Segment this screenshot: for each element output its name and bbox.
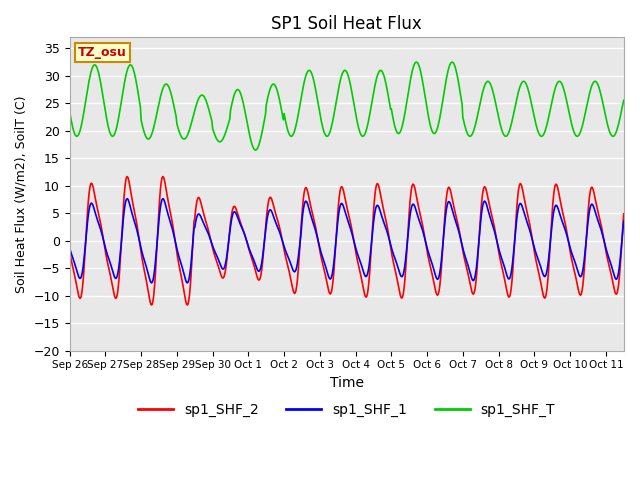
Legend: sp1_SHF_2, sp1_SHF_1, sp1_SHF_T: sp1_SHF_2, sp1_SHF_1, sp1_SHF_T xyxy=(132,397,561,422)
sp1_SHF_T xyxy=(595,85,603,91)
sp1_SHF_1 xyxy=(595,221,603,227)
X-axis label: Time: Time xyxy=(330,376,364,390)
sp1_SHF_1 xyxy=(123,196,131,202)
sp1_SHF_T xyxy=(346,82,354,87)
Line: sp1_SHF_2: sp1_SHF_2 xyxy=(70,177,624,305)
sp1_SHF_T xyxy=(252,147,260,153)
sp1_SHF_1 xyxy=(184,280,191,286)
sp1_SHF_1 xyxy=(620,218,628,224)
sp1_SHF_2 xyxy=(236,217,243,223)
sp1_SHF_2 xyxy=(620,211,628,216)
sp1_SHF_2 xyxy=(123,174,131,180)
sp1_SHF_1 xyxy=(188,252,196,258)
Text: TZ_osu: TZ_osu xyxy=(78,46,127,59)
sp1_SHF_T xyxy=(66,109,74,115)
sp1_SHF_1 xyxy=(236,219,243,225)
sp1_SHF_2 xyxy=(348,223,355,228)
Title: SP1 Soil Heat Flux: SP1 Soil Heat Flux xyxy=(271,15,422,33)
sp1_SHF_2 xyxy=(595,214,603,219)
sp1_SHF_2 xyxy=(184,302,191,308)
sp1_SHF_1 xyxy=(66,245,74,251)
sp1_SHF_2 xyxy=(66,249,74,254)
sp1_SHF_T xyxy=(186,124,194,130)
sp1_SHF_T xyxy=(413,59,420,65)
sp1_SHF_T xyxy=(234,87,242,93)
sp1_SHF_T xyxy=(577,129,584,135)
sp1_SHF_1 xyxy=(577,274,584,280)
sp1_SHF_T xyxy=(486,80,493,85)
Y-axis label: Soil Heat Flux (W/m2), SoilT (C): Soil Heat Flux (W/m2), SoilT (C) xyxy=(15,96,28,293)
sp1_SHF_1 xyxy=(348,228,355,234)
sp1_SHF_2 xyxy=(577,292,584,298)
Line: sp1_SHF_T: sp1_SHF_T xyxy=(70,62,624,150)
sp1_SHF_2 xyxy=(188,260,196,266)
sp1_SHF_T xyxy=(620,97,628,103)
Line: sp1_SHF_1: sp1_SHF_1 xyxy=(70,199,624,283)
sp1_SHF_1 xyxy=(486,213,493,218)
sp1_SHF_2 xyxy=(486,204,493,209)
